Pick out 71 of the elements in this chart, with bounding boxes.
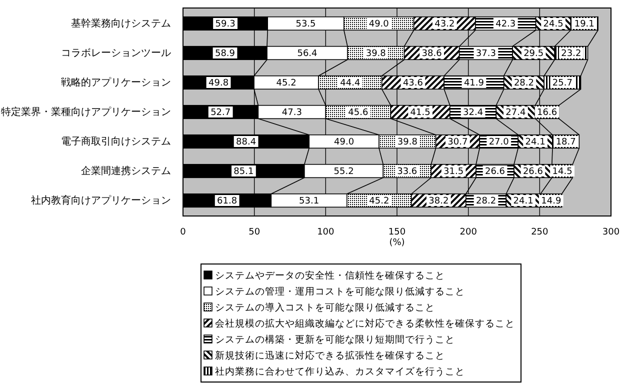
x-tick-label: 0: [180, 227, 186, 238]
data-label: 14.5: [552, 167, 572, 178]
legend-label: システムの導入コストを可能な限り低減すること: [215, 301, 435, 314]
data-label: 43.2: [434, 20, 455, 30]
data-label: 38.2: [428, 196, 449, 207]
data-label: 49.8: [208, 78, 229, 89]
data-label: 33.6: [397, 167, 418, 178]
legend-label: 新規技術に迅速に対応できる拡張性を確保すること: [215, 349, 445, 362]
data-label: 39.8: [366, 49, 386, 60]
x-tick-label: 300: [602, 227, 620, 238]
data-label: 23.2: [561, 49, 582, 60]
data-label: 49.0: [368, 20, 390, 30]
data-label: 24.1: [513, 196, 534, 207]
x-tick-label: 50: [248, 227, 260, 238]
data-label: 25.7: [552, 78, 572, 89]
data-label: 45.2: [369, 196, 390, 207]
y-tick-label: 社内教育向けアプリケーション: [31, 194, 171, 207]
data-label: 27.4: [506, 108, 526, 118]
data-label: 18.7: [556, 138, 576, 148]
data-label: 28.2: [476, 196, 496, 207]
data-label: 41.5: [410, 108, 430, 118]
data-label: 58.9: [214, 49, 236, 60]
y-tick-label: 特定業界・業種向けアプリケーション: [1, 106, 171, 118]
data-label: 26.6: [484, 167, 506, 178]
data-label: 16.6: [537, 108, 558, 118]
data-label: 53.1: [299, 196, 320, 207]
data-label: 26.6: [522, 167, 544, 178]
data-label: 45.6: [348, 108, 368, 118]
y-tick-label: コラボレーションツール: [61, 48, 171, 60]
x-tick-label: 100: [317, 227, 335, 238]
data-label: 52.7: [210, 108, 231, 118]
x-tick-label: 150: [388, 227, 406, 238]
y-tick-label: 戦略的アプリケーション: [61, 76, 171, 89]
data-label: 61.8: [217, 196, 238, 207]
data-label: 59.3: [215, 20, 236, 30]
data-label: 55.2: [334, 167, 354, 178]
data-label: 53.5: [296, 20, 316, 30]
data-label: 39.8: [397, 138, 418, 148]
legend-label: システムの構築・更新を可能な限り短期間で行うこと: [215, 333, 455, 346]
y-tick-label: 電子商取引向けシステム: [61, 136, 171, 148]
data-label: 24.5: [543, 20, 564, 30]
data-label: 88.4: [236, 138, 256, 148]
x-axis-title: (%): [389, 238, 405, 248]
legend-label: システムやデータの安全性・信頼性を確保すること: [215, 269, 445, 282]
data-label: 24.1: [525, 138, 546, 148]
data-label: 27.0: [488, 138, 510, 148]
data-label: 29.5: [524, 49, 544, 60]
data-label: 85.1: [234, 167, 254, 178]
x-tick-label: 250: [531, 227, 549, 238]
y-tick-label: 企業間連携システム: [81, 165, 171, 178]
data-label: 43.6: [402, 78, 424, 89]
data-label: 49.0: [334, 138, 354, 148]
data-label: 42.3: [496, 20, 516, 30]
data-label: 47.3: [282, 108, 302, 118]
data-label: 44.4: [340, 78, 360, 89]
data-label: 31.5: [444, 167, 464, 178]
legend-label: システムの管理・運用コストを可能な限り低減すること: [215, 285, 465, 298]
data-label: 30.7: [448, 138, 468, 148]
y-tick-label: 基幹業務向けシステム: [71, 18, 171, 30]
data-label: 41.9: [464, 78, 484, 89]
data-label: 45.2: [276, 78, 296, 89]
data-label: 32.4: [463, 108, 484, 118]
data-label: 28.2: [514, 78, 534, 89]
data-label: 38.6: [422, 49, 442, 60]
data-label: 14.9: [541, 196, 562, 207]
legend-label: 会社規模の拡大や組織改編などに対応できる柔軟性を確保すること: [215, 317, 515, 330]
data-label: 37.3: [476, 49, 496, 60]
data-label: 19.1: [574, 20, 594, 30]
x-tick-label: 200: [460, 227, 478, 238]
legend-label: 社内業務に合わせて作り込み、カスタマイズを行うこと: [215, 365, 465, 378]
data-label: 56.4: [297, 49, 318, 60]
